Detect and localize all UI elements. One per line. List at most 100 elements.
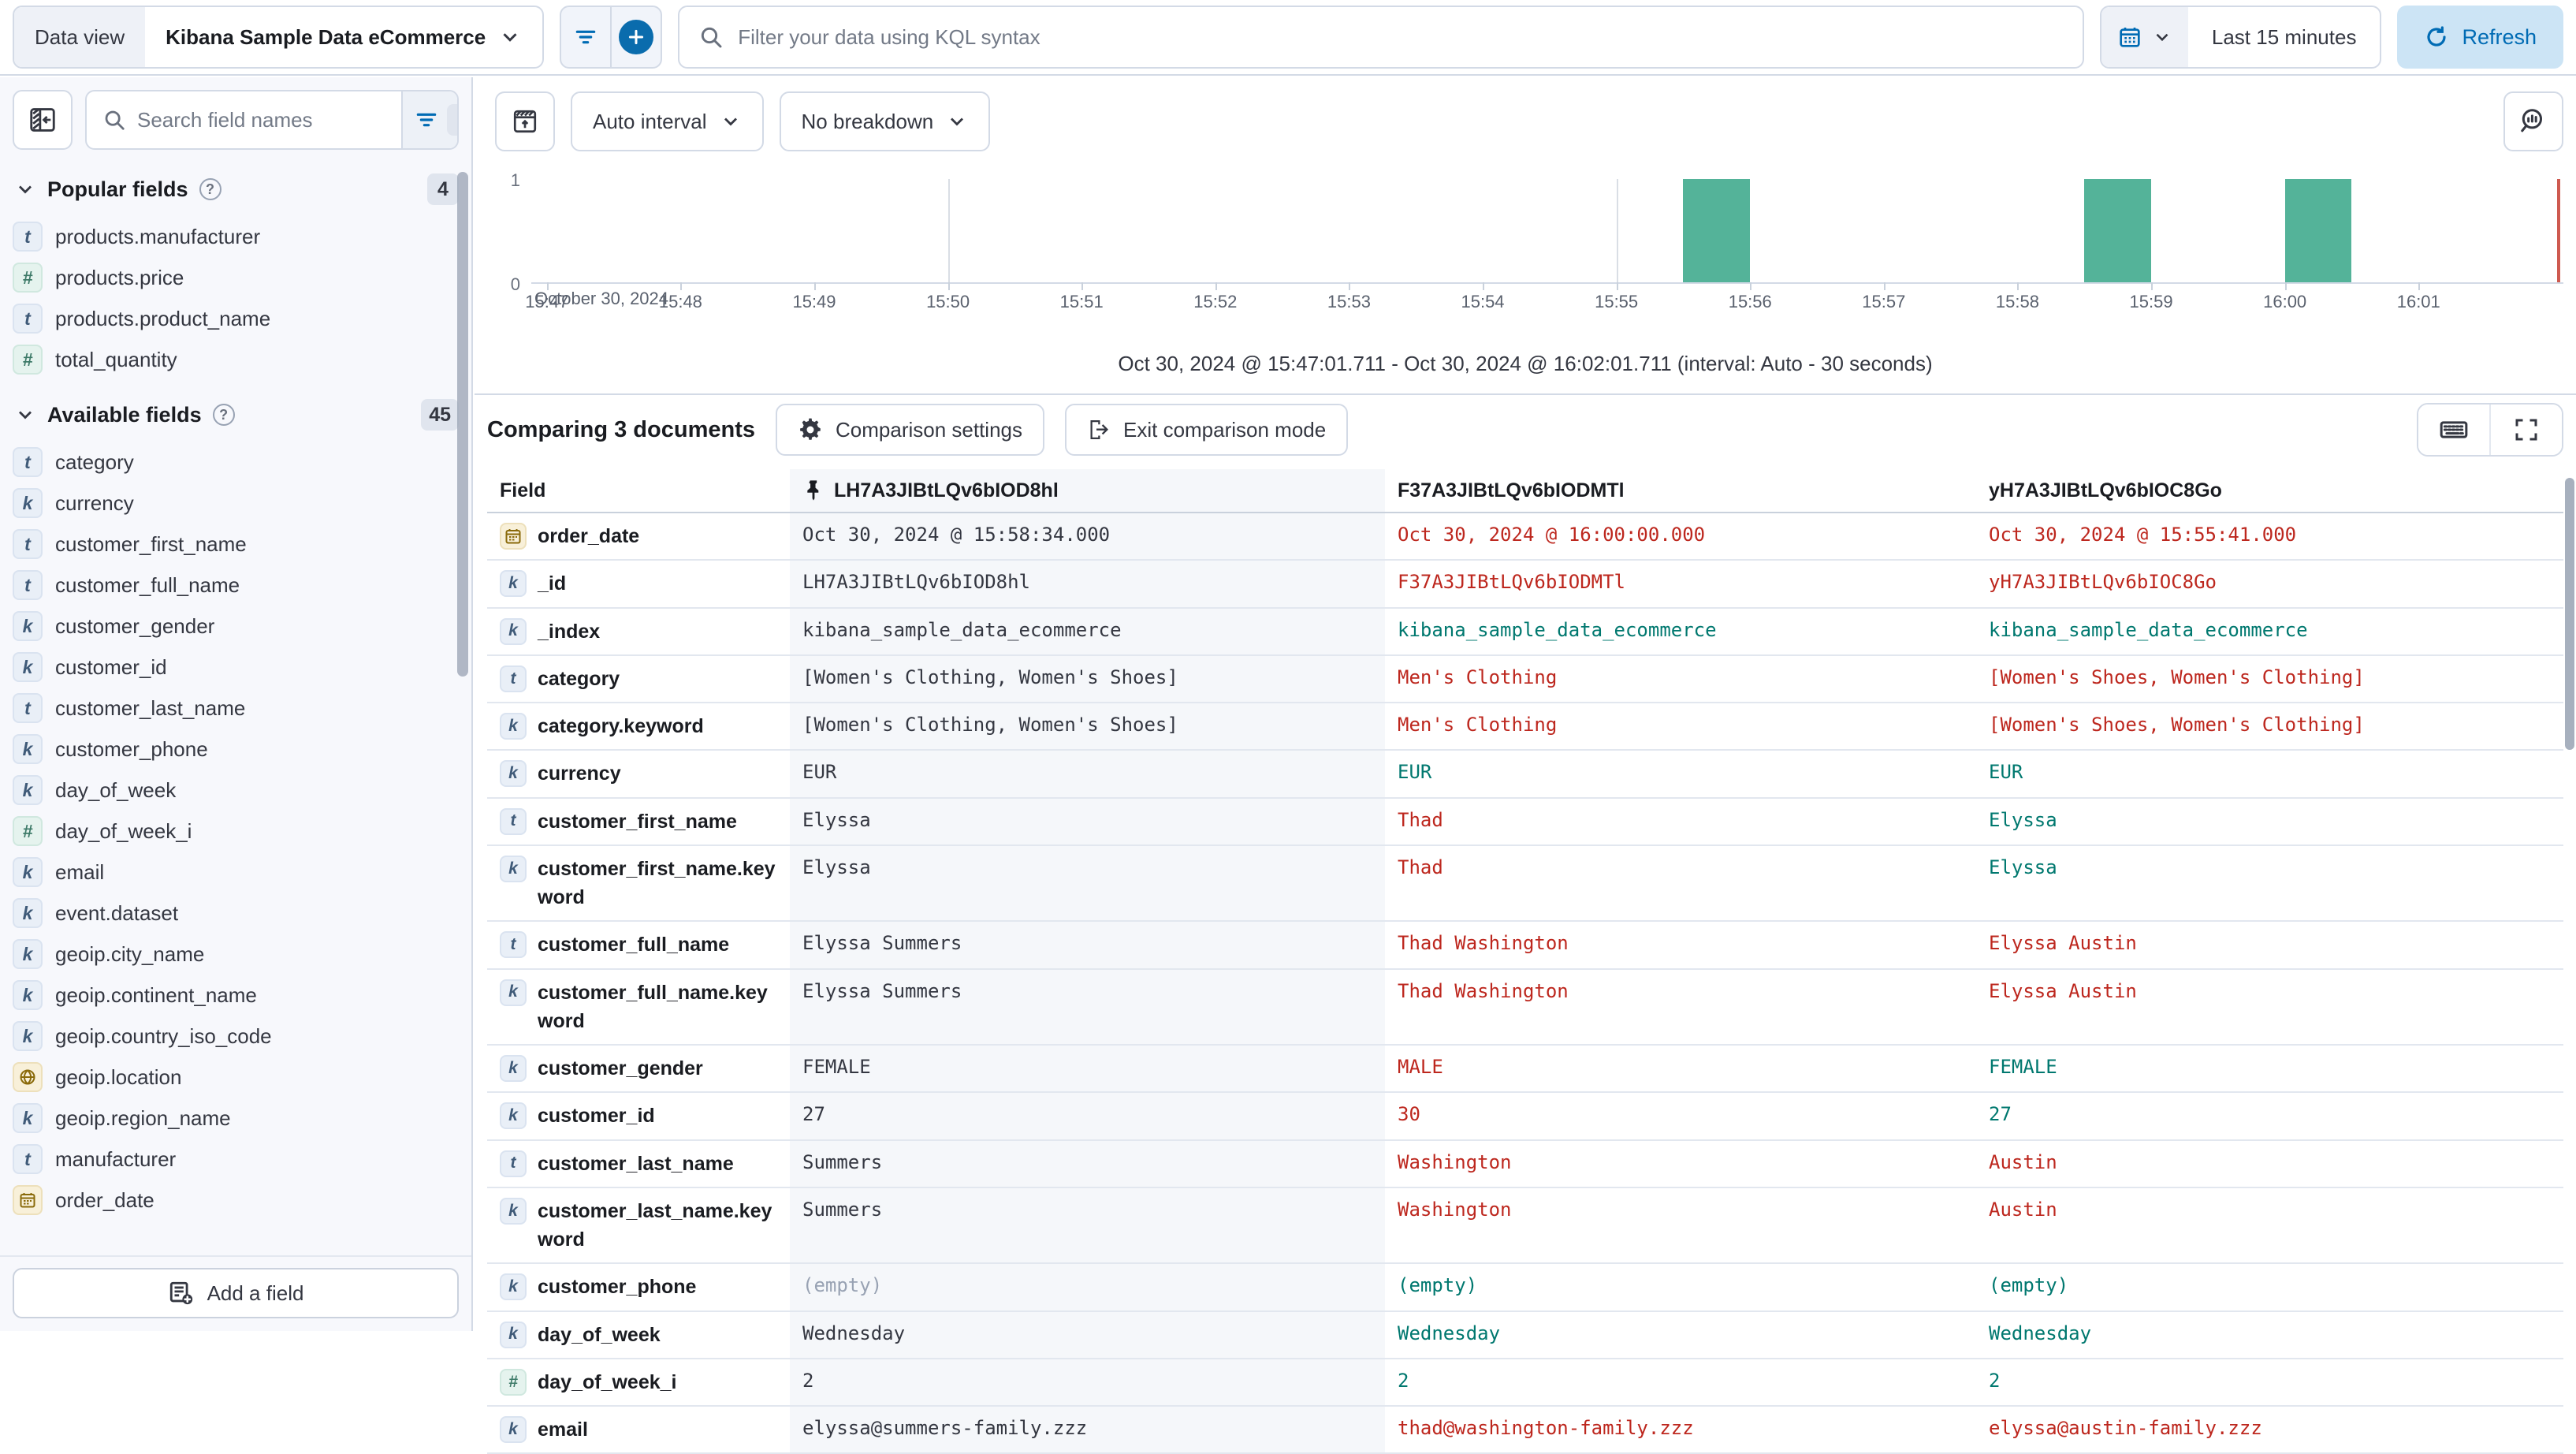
sidebar-field-name: category xyxy=(55,449,134,474)
table-field-name-cell: k _id xyxy=(487,561,790,609)
sidebar-field-item[interactable]: k email xyxy=(0,852,471,893)
sidebar-field-item[interactable]: t category xyxy=(0,442,471,483)
field-search-input[interactable] xyxy=(137,107,401,132)
sidebar-field-item[interactable]: k geoip.region_name xyxy=(0,1098,471,1139)
table-base-value-cell: Elyssa xyxy=(790,845,1385,923)
table-comparison-value-cell: Washington xyxy=(1385,1188,1976,1265)
table-header-document-0[interactable]: LH7A3JIBtLQv6bIOD8hl xyxy=(790,469,1385,513)
chevron-down-icon xyxy=(19,185,32,194)
table-header-document-1[interactable]: F37A3JIBtLQv6bIODMTl xyxy=(1385,469,1976,513)
table-field-name-cell: t customer_full_name xyxy=(487,922,790,970)
field-name: customer_phone xyxy=(538,1276,697,1299)
sidebar-field-item[interactable]: k geoip.continent_name xyxy=(0,975,471,1016)
field-name: _id xyxy=(538,572,567,595)
sidebar-field-item[interactable]: k geoip.country_iso_code xyxy=(0,1016,471,1057)
add-filter-button[interactable] xyxy=(612,7,661,67)
field-type-t-icon: t xyxy=(500,807,527,835)
sidebar-field-item[interactable]: t manufacturer xyxy=(0,1139,471,1180)
search-icon xyxy=(702,27,722,48)
axis-tick xyxy=(947,282,950,290)
interval-dropdown[interactable]: Auto interval xyxy=(571,91,764,151)
popular-fields-header[interactable]: Popular fields ? 4 xyxy=(0,162,471,213)
table-header-document-2[interactable]: yH7A3JIBtLQv6bIOC8Go xyxy=(1976,469,2563,513)
axis-tick xyxy=(1750,282,1752,290)
sidebar-field-item[interactable]: t customer_last_name xyxy=(0,688,471,729)
sidebar-field-item[interactable]: order_date xyxy=(0,1180,471,1221)
sidebar-field-item[interactable]: t products.product_name xyxy=(0,298,471,339)
sidebar-field-item[interactable]: t customer_full_name xyxy=(0,565,471,606)
axis-tick xyxy=(1883,282,1885,290)
table-comparison-value-cell: Thad xyxy=(1385,799,1976,846)
field-name: customer_last_name xyxy=(538,1152,734,1175)
field-type-k-icon: k xyxy=(13,775,43,805)
field-type-k-icon: k xyxy=(500,713,527,740)
field-type-k-icon: k xyxy=(500,1102,527,1130)
sidebar-field-item[interactable]: k customer_phone xyxy=(0,729,471,770)
field-type-k-icon: k xyxy=(13,857,43,887)
breakdown-dropdown[interactable]: No breakdown xyxy=(779,91,991,151)
histogram-bar[interactable] xyxy=(2284,179,2352,282)
comparison-settings-button[interactable]: Comparison settings xyxy=(776,404,1044,456)
table-scrollbar[interactable] xyxy=(2565,478,2574,750)
sidebar-field-item[interactable]: k customer_id xyxy=(0,647,471,688)
histogram-plot-area[interactable] xyxy=(531,179,2563,290)
sidebar-scrollbar[interactable] xyxy=(457,172,468,677)
histogram-toolbar: Auto interval No breakdown xyxy=(475,77,2576,151)
search-icon xyxy=(87,108,137,132)
data-view-picker[interactable]: Data view Kibana Sample Data eCommerce xyxy=(13,6,545,69)
kql-search-input[interactable] xyxy=(738,24,2064,50)
axis-tick xyxy=(680,282,683,290)
filter-fields-icon[interactable] xyxy=(414,107,439,132)
table-field-name-cell: order_date xyxy=(487,513,790,561)
chevron-down-icon xyxy=(2156,33,2168,42)
sidebar-field-item[interactable]: t products.manufacturer xyxy=(0,216,471,257)
sidebar-field-name: geoip.country_iso_code xyxy=(55,1023,272,1048)
fields-sidebar: 0 Popular fields ? 4 t products.manufactu… xyxy=(0,77,473,1331)
available-fields-header[interactable]: Available fields ? 45 xyxy=(0,388,471,438)
field-type-t-icon: t xyxy=(13,1144,43,1174)
field-type-date-icon xyxy=(500,523,527,550)
sidebar-field-item[interactable]: k geoip.city_name xyxy=(0,934,471,975)
x-axis-tick-label: 15:54 xyxy=(1461,292,1505,311)
sidebar-field-item[interactable]: # total_quantity xyxy=(0,339,471,380)
add-field-button[interactable]: Add a field xyxy=(13,1268,459,1318)
sidebar-field-item[interactable]: t customer_first_name xyxy=(0,524,471,565)
table-comparison-value-cell: [Women's Shoes, Women's Clothing] xyxy=(1976,656,2563,703)
sidebar-field-item[interactable]: geoip.location xyxy=(0,1057,471,1098)
sidebar-field-item[interactable]: # day_of_week_i xyxy=(0,811,471,852)
time-range-value[interactable]: Last 15 minutes xyxy=(2211,24,2357,49)
histogram-bar[interactable] xyxy=(2084,179,2152,282)
divider xyxy=(2489,405,2491,455)
table-comparison-value-cell: 27 xyxy=(1976,1093,2563,1141)
histogram-bar[interactable] xyxy=(1683,179,1751,282)
sidebar-field-item[interactable]: # products.price xyxy=(0,257,471,298)
refresh-button[interactable]: Refresh xyxy=(2397,6,2563,69)
collapse-sidebar-button[interactable] xyxy=(13,90,73,150)
sidebar-field-name: day_of_week xyxy=(55,777,177,802)
fullscreen-button[interactable] xyxy=(2491,405,2562,455)
sidebar-field-item[interactable]: k customer_gender xyxy=(0,606,471,647)
sidebar-field-item[interactable]: k day_of_week xyxy=(0,770,471,811)
field-type-t-icon: t xyxy=(500,665,527,692)
keyboard-shortcuts-button[interactable] xyxy=(2418,405,2489,455)
exit-comparison-button[interactable]: Exit comparison mode xyxy=(1065,404,1349,456)
table-field-name-cell: k customer_gender xyxy=(487,1046,790,1094)
hide-chart-button[interactable] xyxy=(495,91,555,151)
field-type-t-icon: t xyxy=(500,931,527,959)
sidebar-field-item[interactable]: k event.dataset xyxy=(0,893,471,934)
field-type-k-icon: k xyxy=(500,1055,527,1082)
field-type-k-icon: k xyxy=(13,652,43,682)
filter-list-button[interactable] xyxy=(561,7,610,67)
field-name: day_of_week xyxy=(538,1323,661,1346)
chart-gridline xyxy=(1616,179,1618,282)
sidebar-field-name: email xyxy=(55,859,105,884)
kql-search-bar[interactable] xyxy=(678,6,2084,69)
field-type-t-icon: t xyxy=(13,304,43,334)
field-search[interactable]: 0 xyxy=(85,90,459,150)
sidebar-field-item[interactable]: k currency xyxy=(0,483,471,524)
comparison-toolbar: Comparing 3 documents Comparison setting… xyxy=(475,395,2576,464)
calendar-menu-button[interactable] xyxy=(2101,7,2188,67)
edit-visualization-button[interactable] xyxy=(2503,91,2563,151)
help-icon: ? xyxy=(212,404,235,426)
axis-tick xyxy=(813,282,816,290)
